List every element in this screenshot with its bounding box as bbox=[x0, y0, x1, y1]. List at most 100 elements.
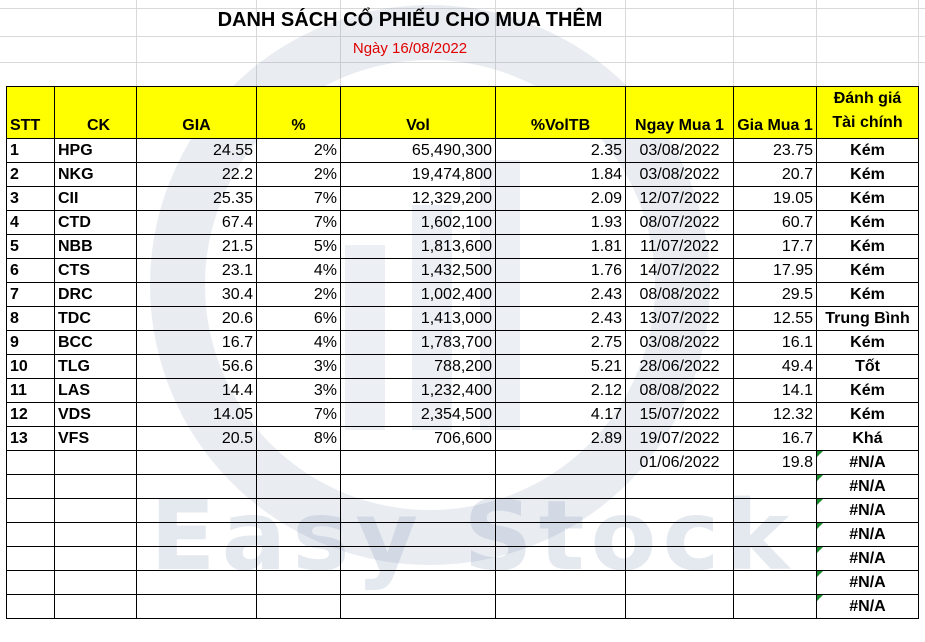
cell-ngay-mua[interactable]: 14/07/2022 bbox=[625, 258, 734, 283]
cell-pct[interactable]: 2% bbox=[256, 282, 341, 307]
cell-ck[interactable]: NBB bbox=[54, 234, 137, 259]
cell-pct[interactable] bbox=[256, 546, 341, 571]
cell-pct[interactable]: 7% bbox=[256, 186, 341, 211]
cell-gia[interactable] bbox=[136, 498, 257, 523]
cell-gia-mua[interactable]: 19.8 bbox=[733, 450, 817, 475]
cell-stt[interactable]: 7 bbox=[6, 282, 55, 307]
cell-stt[interactable]: 1 bbox=[6, 138, 55, 163]
cell-ck[interactable] bbox=[54, 522, 137, 547]
cell-danh-gia[interactable]: #N/A bbox=[816, 570, 919, 595]
cell-gia-mua[interactable] bbox=[733, 474, 817, 499]
cell-gia-mua[interactable]: 49.4 bbox=[733, 354, 817, 379]
cell-stt[interactable] bbox=[6, 522, 55, 547]
cell-ngay-mua[interactable]: 03/08/2022 bbox=[625, 138, 734, 163]
cell-stt[interactable] bbox=[6, 594, 55, 619]
cell-danh-gia[interactable]: #N/A bbox=[816, 474, 919, 499]
header-pct[interactable]: % bbox=[256, 86, 341, 139]
cell-ngay-mua[interactable] bbox=[625, 522, 734, 547]
cell-ngay-mua[interactable]: 08/07/2022 bbox=[625, 210, 734, 235]
cell-voltb[interactable] bbox=[495, 594, 626, 619]
cell-pct[interactable] bbox=[256, 570, 341, 595]
cell-gia[interactable]: 30.4 bbox=[136, 282, 257, 307]
header-gia[interactable]: GIA bbox=[136, 86, 257, 139]
cell-ngay-mua[interactable] bbox=[625, 474, 734, 499]
cell-vol[interactable] bbox=[340, 522, 496, 547]
cell-gia[interactable] bbox=[136, 522, 257, 547]
cell-gia-mua[interactable] bbox=[733, 546, 817, 571]
cell-voltb[interactable] bbox=[495, 522, 626, 547]
cell-vol[interactable]: 12,329,200 bbox=[340, 186, 496, 211]
cell-ngay-mua[interactable] bbox=[625, 594, 734, 619]
cell-stt[interactable]: 13 bbox=[6, 426, 55, 451]
cell-danh-gia[interactable]: Kém bbox=[816, 402, 919, 427]
cell-gia[interactable] bbox=[136, 474, 257, 499]
cell-pct[interactable]: 7% bbox=[256, 210, 341, 235]
cell-gia-mua[interactable]: 17.95 bbox=[733, 258, 817, 283]
cell-gia[interactable]: 22.2 bbox=[136, 162, 257, 187]
cell-gia-mua[interactable]: 23.75 bbox=[733, 138, 817, 163]
cell-pct[interactable] bbox=[256, 474, 341, 499]
cell-ck[interactable]: CTD bbox=[54, 210, 137, 235]
cell-ngay-mua[interactable]: 12/07/2022 bbox=[625, 186, 734, 211]
cell-voltb[interactable]: 1.93 bbox=[495, 210, 626, 235]
cell-danh-gia[interactable]: Kém bbox=[816, 234, 919, 259]
cell-pct[interactable]: 4% bbox=[256, 330, 341, 355]
header-ck[interactable]: CK bbox=[54, 86, 137, 139]
cell-stt[interactable]: 3 bbox=[6, 186, 55, 211]
cell-ck[interactable]: TLG bbox=[54, 354, 137, 379]
cell-gia[interactable]: 20.5 bbox=[136, 426, 257, 451]
cell-vol[interactable]: 1,232,400 bbox=[340, 378, 496, 403]
cell-vol[interactable] bbox=[340, 450, 496, 475]
cell-gia[interactable]: 14.05 bbox=[136, 402, 257, 427]
cell-danh-gia[interactable]: #N/A bbox=[816, 498, 919, 523]
cell-voltb[interactable]: 2.35 bbox=[495, 138, 626, 163]
cell-ck[interactable] bbox=[54, 450, 137, 475]
cell-vol[interactable]: 1,783,700 bbox=[340, 330, 496, 355]
header-stt[interactable]: STT bbox=[6, 86, 55, 139]
cell-ck[interactable]: TDC bbox=[54, 306, 137, 331]
cell-stt[interactable]: 12 bbox=[6, 402, 55, 427]
cell-vol[interactable] bbox=[340, 498, 496, 523]
cell-ck[interactable] bbox=[54, 594, 137, 619]
cell-danh-gia[interactable]: Kém bbox=[816, 138, 919, 163]
cell-pct[interactable] bbox=[256, 450, 341, 475]
cell-voltb[interactable]: 2.09 bbox=[495, 186, 626, 211]
cell-vol[interactable] bbox=[340, 474, 496, 499]
cell-gia[interactable]: 25.35 bbox=[136, 186, 257, 211]
cell-voltb[interactable] bbox=[495, 546, 626, 571]
cell-gia[interactable]: 21.5 bbox=[136, 234, 257, 259]
cell-danh-gia[interactable]: #N/A bbox=[816, 546, 919, 571]
cell-ck[interactable]: NKG bbox=[54, 162, 137, 187]
cell-stt[interactable]: 2 bbox=[6, 162, 55, 187]
cell-vol[interactable]: 706,600 bbox=[340, 426, 496, 451]
cell-voltb[interactable] bbox=[495, 474, 626, 499]
cell-voltb[interactable] bbox=[495, 570, 626, 595]
cell-voltb[interactable]: 2.43 bbox=[495, 282, 626, 307]
cell-ngay-mua[interactable]: 11/07/2022 bbox=[625, 234, 734, 259]
cell-stt[interactable]: 5 bbox=[6, 234, 55, 259]
cell-gia-mua[interactable] bbox=[733, 522, 817, 547]
cell-gia-mua[interactable]: 60.7 bbox=[733, 210, 817, 235]
cell-danh-gia[interactable]: Kém bbox=[816, 210, 919, 235]
cell-voltb[interactable]: 2.43 bbox=[495, 306, 626, 331]
cell-danh-gia[interactable]: #N/A bbox=[816, 450, 919, 475]
cell-gia[interactable] bbox=[136, 450, 257, 475]
cell-stt[interactable]: 4 bbox=[6, 210, 55, 235]
cell-stt[interactable]: 8 bbox=[6, 306, 55, 331]
cell-gia[interactable]: 16.7 bbox=[136, 330, 257, 355]
cell-danh-gia[interactable]: Kém bbox=[816, 258, 919, 283]
cell-gia[interactable]: 20.6 bbox=[136, 306, 257, 331]
header-vol[interactable]: Vol bbox=[340, 86, 496, 139]
cell-danh-gia[interactable]: Kém bbox=[816, 378, 919, 403]
cell-voltb[interactable]: 2.75 bbox=[495, 330, 626, 355]
cell-ck[interactable]: HPG bbox=[54, 138, 137, 163]
cell-vol[interactable]: 1,813,600 bbox=[340, 234, 496, 259]
cell-ck[interactable]: DRC bbox=[54, 282, 137, 307]
cell-gia-mua[interactable]: 16.7 bbox=[733, 426, 817, 451]
cell-gia[interactable]: 24.55 bbox=[136, 138, 257, 163]
cell-voltb[interactable]: 2.12 bbox=[495, 378, 626, 403]
cell-gia-mua[interactable]: 19.05 bbox=[733, 186, 817, 211]
cell-gia-mua[interactable]: 16.1 bbox=[733, 330, 817, 355]
cell-voltb[interactable] bbox=[495, 498, 626, 523]
cell-gia[interactable]: 23.1 bbox=[136, 258, 257, 283]
